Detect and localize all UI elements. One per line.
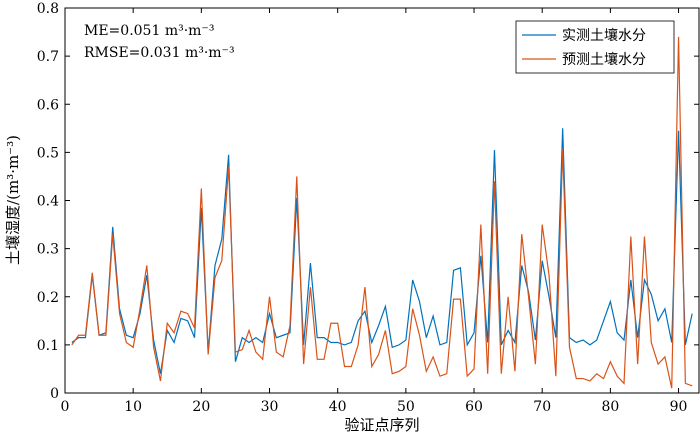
x-tick-label-20: 20 <box>192 399 210 415</box>
y-tick-label-2: 0.2 <box>37 290 59 306</box>
plot-frame <box>64 7 700 394</box>
annotation-rmse: RMSE=0.031 m³·m⁻³ <box>84 45 235 61</box>
y-tick-label-6: 0.6 <box>37 97 59 113</box>
x-tick-label-60: 60 <box>465 399 483 415</box>
y-tick-label-1: 0.1 <box>37 338 59 354</box>
x-tick-label-80: 80 <box>601 399 619 415</box>
annotation-me: ME=0.051 m³·m⁻³ <box>84 23 214 39</box>
x-tick-label-70: 70 <box>533 399 551 415</box>
y-tick-label-4: 0.4 <box>37 194 59 210</box>
x-tick-label-50: 50 <box>397 399 415 415</box>
y-tick-label-8: 0.8 <box>37 1 59 17</box>
series-line-predicted <box>71 36 693 389</box>
y-tick-label-3: 0.3 <box>37 242 59 258</box>
series-line-measured <box>71 128 693 374</box>
y-axis-label: 土壤湿度/(m³·m⁻³) <box>4 135 22 265</box>
legend-box <box>515 20 675 74</box>
series-layer <box>71 36 693 389</box>
x-tick-label-30: 30 <box>261 399 279 415</box>
x-tick-label-10: 10 <box>124 399 142 415</box>
y-tick-label-5: 0.5 <box>37 145 59 161</box>
y-tick-label-7: 0.7 <box>37 49 59 65</box>
legend-label-predicted: 预测土壤水分 <box>562 51 646 68</box>
x-tick-labels: 0 10 20 30 40 50 60 70 80 90 <box>61 399 688 415</box>
x-tick-label-0: 0 <box>61 399 70 415</box>
legend-label-measured: 实测土壤水分 <box>562 27 646 44</box>
x-tick-label-90: 90 <box>670 399 688 415</box>
x-axis-label: 验证点序列 <box>344 416 419 434</box>
x-tick-label-40: 40 <box>329 399 347 415</box>
y-tick-label-0: 0 <box>50 386 59 402</box>
legend: 实测土壤水分 预测土壤水分 <box>515 20 675 74</box>
y-tick-labels: 0 0.1 0.2 0.3 0.4 0.5 0.6 0.7 0.8 <box>37 1 59 402</box>
